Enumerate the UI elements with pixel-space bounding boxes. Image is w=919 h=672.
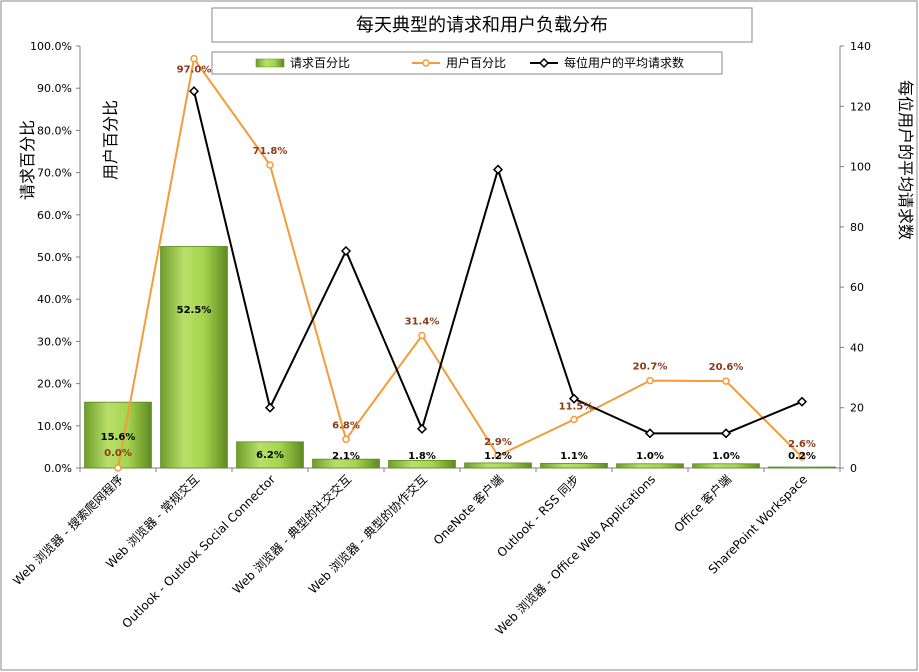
user-percent-point	[114, 464, 122, 472]
legend-marker-avg	[538, 57, 550, 69]
avg-requests-point	[264, 402, 276, 413]
bar-data-label: 6.2%	[256, 450, 284, 461]
left-tick-label: 90.0%	[37, 82, 72, 95]
avg-requests-point	[492, 164, 504, 175]
user-percent-data-label: 6.8%	[332, 420, 360, 431]
avg-requests-point	[416, 423, 428, 434]
left-tick-label: 10.0%	[37, 420, 72, 433]
bar	[312, 458, 380, 469]
right-tick-label: 40	[850, 341, 864, 354]
right-tick-label: 0	[850, 462, 857, 475]
user-percent-point	[342, 435, 350, 444]
bar	[464, 462, 532, 469]
left-tick-label: 50.0%	[37, 251, 72, 264]
user-percent-data-label: 0.0%	[104, 448, 132, 459]
user-percent-point	[646, 376, 654, 385]
right-tick-label: 60	[850, 281, 864, 294]
left-tick-label: 60.0%	[37, 209, 72, 222]
left-inner-axis-title: 用户百分比	[101, 100, 120, 180]
avg-requests-point	[568, 393, 580, 404]
bar	[160, 246, 228, 469]
avg-requests-point	[796, 396, 808, 407]
avg-requests-point	[340, 245, 352, 257]
bar	[768, 466, 836, 469]
bar-data-label: 52.5%	[177, 305, 212, 316]
user-percent-data-label: 11.5%	[559, 401, 594, 412]
avg-requests-point	[188, 86, 200, 97]
left-tick-label: 80.0%	[37, 124, 72, 137]
legend: 请求百分比 用户百分比 每位用户的平均请求数	[211, 51, 723, 75]
right-tick-label: 140	[850, 40, 871, 53]
user-percent-data-label: 97.0%	[177, 65, 212, 76]
user-percent-point	[722, 377, 730, 385]
user-percent-data-label: 2.9%	[484, 437, 512, 448]
bar-data-label: 1.8%	[408, 451, 436, 462]
legend-label-users: 用户百分比	[446, 55, 506, 70]
right-tick-label: 20	[850, 402, 864, 415]
user-percent-point	[418, 331, 426, 340]
bar-data-label: 15.6%	[101, 432, 136, 443]
user-percent-point	[266, 161, 274, 169]
bar	[388, 460, 456, 469]
avg-requests-point	[720, 428, 732, 439]
left-tick-label: 20.0%	[37, 378, 72, 391]
user-percent-point	[494, 452, 502, 460]
right-tick-label: 120	[850, 100, 871, 113]
left-tick-label: 30.0%	[37, 335, 72, 348]
user-percent-point	[570, 415, 578, 424]
bar-data-label: 1.0%	[712, 451, 740, 462]
bar	[84, 401, 152, 469]
left-tick-label: 40.0%	[37, 293, 72, 306]
legend-swatch-requests	[255, 58, 285, 68]
user-percent-data-label: 20.6%	[709, 362, 744, 373]
right-tick-label: 100	[850, 161, 871, 174]
bar-data-label: 1.2%	[484, 451, 512, 462]
right-axis-title: 每位用户的平均请求数	[896, 80, 915, 240]
bar-data-label: 1.1%	[560, 451, 588, 462]
title-box	[211, 7, 753, 43]
user-percent-data-label: 2.6%	[788, 439, 816, 450]
right-tick-label: 80	[850, 221, 864, 234]
bar	[692, 463, 760, 469]
legend-label-requests: 请求百分比	[290, 56, 350, 70]
chart-title: 每天典型的请求和用户负载分布	[356, 15, 608, 36]
left-axis-title: 请求百分比	[18, 120, 37, 200]
avg-requests-point	[644, 428, 656, 439]
left-tick-label: 70.0%	[37, 167, 72, 180]
legend-label-avg: 每位用户的平均请求数	[564, 55, 684, 70]
bar-data-label: 2.1%	[332, 451, 360, 462]
legend-box	[211, 51, 723, 75]
user-percent-data-label: 20.7%	[633, 362, 668, 373]
user-percent-point	[798, 453, 806, 461]
series-line-user-percent	[117, 56, 803, 469]
bar-data-label: 1.0%	[636, 451, 664, 462]
user-percent-data-label: 71.8%	[253, 146, 288, 157]
bar	[540, 462, 608, 469]
user-percent-data-label: 31.4%	[405, 316, 440, 327]
user-percent-point	[190, 54, 198, 63]
bar-data-label: 0.2%	[788, 451, 816, 462]
left-tick-label: 0.0%	[44, 462, 72, 475]
bar	[236, 441, 304, 469]
legend-marker-users	[422, 59, 430, 67]
bar	[616, 463, 684, 469]
left-tick-label: 100.0%	[30, 40, 72, 53]
